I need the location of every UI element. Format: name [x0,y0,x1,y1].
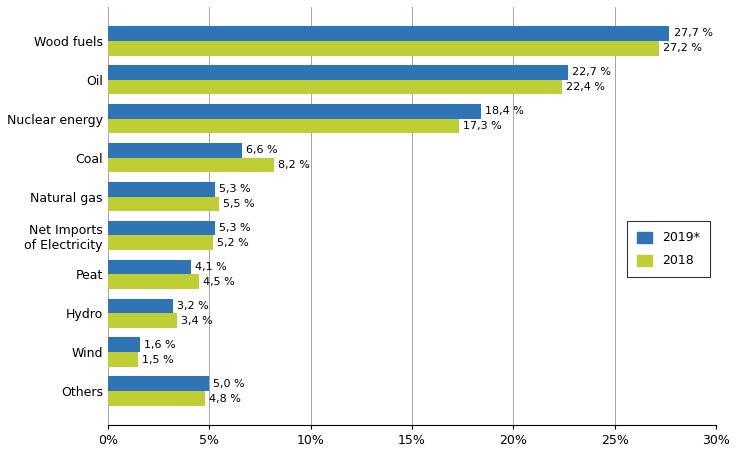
Bar [108,143,242,158]
Text: 1,5 %: 1,5 % [142,355,174,365]
Bar [108,221,215,236]
Text: 4,8 %: 4,8 % [209,394,241,404]
Bar [108,182,215,197]
Bar [108,274,199,289]
Legend: 2019*, 2018: 2019*, 2018 [627,222,710,277]
Bar [108,197,220,211]
Text: 8,2 %: 8,2 % [278,160,310,170]
Bar [108,236,213,250]
Text: 27,2 %: 27,2 % [663,43,702,53]
Text: 3,4 %: 3,4 % [181,316,212,326]
Bar [108,41,660,55]
Bar [108,352,139,367]
Text: 3,2 %: 3,2 % [177,301,209,311]
Bar [108,376,209,391]
Bar [108,104,481,118]
Bar [108,118,458,133]
Bar [108,260,191,274]
Bar [108,26,669,41]
Text: 17,3 %: 17,3 % [463,121,501,131]
Text: 5,0 %: 5,0 % [213,379,245,389]
Bar [108,313,177,328]
Text: 5,3 %: 5,3 % [220,184,251,194]
Text: 5,5 %: 5,5 % [223,199,255,209]
Text: 4,5 %: 4,5 % [203,277,235,287]
Bar [108,391,205,406]
Bar [108,299,172,313]
Text: 1,6 %: 1,6 % [144,340,176,350]
Bar [108,80,562,94]
Text: 4,1 %: 4,1 % [195,262,227,272]
Text: 22,7 %: 22,7 % [572,67,611,77]
Text: 27,7 %: 27,7 % [674,28,713,38]
Text: 22,4 %: 22,4 % [566,82,605,92]
Text: 5,3 %: 5,3 % [220,223,251,233]
Bar [108,65,568,80]
Text: 18,4 %: 18,4 % [485,106,524,116]
Text: 5,2 %: 5,2 % [217,238,249,248]
Text: 6,6 %: 6,6 % [245,145,277,155]
Bar [108,158,274,173]
Bar [108,337,140,352]
